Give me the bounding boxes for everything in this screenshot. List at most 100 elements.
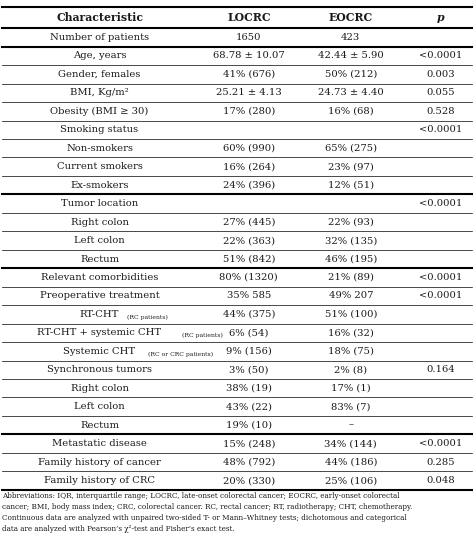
Bar xyxy=(0,213,474,231)
Text: Non-smokers: Non-smokers xyxy=(66,144,133,153)
Text: Age, years: Age, years xyxy=(73,52,126,60)
Text: 0.055: 0.055 xyxy=(427,89,455,97)
Bar xyxy=(0,102,474,121)
Text: 21% (89): 21% (89) xyxy=(328,273,374,282)
Text: Characteristic: Characteristic xyxy=(56,12,143,23)
Text: Left colon: Left colon xyxy=(74,236,125,245)
Bar xyxy=(0,84,474,102)
Text: (RC or CRC patients): (RC or CRC patients) xyxy=(148,351,214,357)
Bar xyxy=(0,342,474,361)
Text: Relevant comorbidities: Relevant comorbidities xyxy=(41,273,158,282)
Text: Metastatic disease: Metastatic disease xyxy=(52,439,147,448)
Text: <0.0001: <0.0001 xyxy=(419,439,463,448)
Text: Rectum: Rectum xyxy=(80,421,119,430)
Text: Ex-smokers: Ex-smokers xyxy=(70,181,129,190)
Text: 35% 585: 35% 585 xyxy=(227,292,271,300)
Text: 9% (156): 9% (156) xyxy=(226,347,272,356)
Text: <0.0001: <0.0001 xyxy=(419,52,463,60)
Bar xyxy=(0,157,474,176)
Text: BMI, Kg/m²: BMI, Kg/m² xyxy=(70,89,129,97)
Text: 0.528: 0.528 xyxy=(427,107,455,116)
Text: 83% (7): 83% (7) xyxy=(331,402,371,411)
Text: 18% (75): 18% (75) xyxy=(328,347,374,356)
Text: 24.73 ± 4.40: 24.73 ± 4.40 xyxy=(318,89,383,97)
Bar xyxy=(0,471,474,490)
Text: Abbreviations: IQR, interquartile range; LOCRC, late-onset colorectal cancer; EO: Abbreviations: IQR, interquartile range;… xyxy=(2,492,413,533)
Text: Tumor location: Tumor location xyxy=(61,199,138,208)
Text: 22% (363): 22% (363) xyxy=(223,236,275,245)
Text: Number of patients: Number of patients xyxy=(50,33,149,42)
Text: 48% (792): 48% (792) xyxy=(223,458,275,466)
Text: 41% (676): 41% (676) xyxy=(223,70,275,79)
Text: Smoking status: Smoking status xyxy=(61,125,138,134)
Bar xyxy=(0,194,474,213)
Bar xyxy=(0,268,474,287)
Bar xyxy=(0,231,474,250)
Text: 80% (1320): 80% (1320) xyxy=(219,273,278,282)
Bar xyxy=(0,361,474,379)
Text: 1650: 1650 xyxy=(236,33,262,42)
Text: Obesity (BMI ≥ 30): Obesity (BMI ≥ 30) xyxy=(50,107,149,116)
Bar xyxy=(0,121,474,139)
Text: RT-CHT: RT-CHT xyxy=(80,310,119,319)
Text: Rectum: Rectum xyxy=(80,255,119,263)
Text: 17% (1): 17% (1) xyxy=(331,384,371,393)
Text: 32% (135): 32% (135) xyxy=(325,236,377,245)
Text: 68.78 ± 10.07: 68.78 ± 10.07 xyxy=(213,52,285,60)
Text: (RC patients): (RC patients) xyxy=(128,314,168,320)
Text: EOCRC: EOCRC xyxy=(328,12,373,23)
Text: 65% (275): 65% (275) xyxy=(325,144,377,153)
Text: 16% (32): 16% (32) xyxy=(328,329,374,337)
Text: 6% (54): 6% (54) xyxy=(229,329,269,337)
Text: 20% (330): 20% (330) xyxy=(223,476,275,485)
Text: <0.0001: <0.0001 xyxy=(419,292,463,300)
Text: (RC patients): (RC patients) xyxy=(182,333,223,338)
Text: p: p xyxy=(437,12,445,23)
Text: 17% (280): 17% (280) xyxy=(223,107,275,116)
Text: Right colon: Right colon xyxy=(71,384,128,393)
Text: <0.0001: <0.0001 xyxy=(419,199,463,208)
Text: 22% (93): 22% (93) xyxy=(328,218,374,226)
Text: Synchronous tumors: Synchronous tumors xyxy=(47,365,152,374)
Bar xyxy=(0,176,474,194)
Text: 51% (100): 51% (100) xyxy=(325,310,377,319)
Text: 49% 207: 49% 207 xyxy=(328,292,373,300)
Text: RT-CHT + systemic CHT: RT-CHT + systemic CHT xyxy=(37,329,162,337)
Bar xyxy=(0,397,474,416)
Text: Preoperative treatment: Preoperative treatment xyxy=(40,292,159,300)
Text: 46% (195): 46% (195) xyxy=(325,255,377,263)
Bar xyxy=(0,7,474,28)
Text: Left colon: Left colon xyxy=(74,402,125,411)
Bar xyxy=(0,305,474,324)
Text: 0.164: 0.164 xyxy=(427,365,455,374)
Bar xyxy=(0,453,474,471)
Text: <0.0001: <0.0001 xyxy=(419,125,463,134)
Text: 0.048: 0.048 xyxy=(427,476,455,485)
Text: 2% (8): 2% (8) xyxy=(334,365,367,374)
Text: 19% (10): 19% (10) xyxy=(226,421,272,430)
Bar xyxy=(0,434,474,453)
Text: 15% (248): 15% (248) xyxy=(223,439,275,448)
Text: 38% (19): 38% (19) xyxy=(226,384,272,393)
Bar xyxy=(0,324,474,342)
Bar xyxy=(0,416,474,434)
Text: 0.285: 0.285 xyxy=(427,458,455,466)
Text: Family history of CRC: Family history of CRC xyxy=(44,476,155,485)
Text: 423: 423 xyxy=(341,33,360,42)
Bar xyxy=(0,379,474,397)
Text: 25.21 ± 4.13: 25.21 ± 4.13 xyxy=(216,89,282,97)
Text: 44% (375): 44% (375) xyxy=(223,310,275,319)
Text: 25% (106): 25% (106) xyxy=(325,476,377,485)
Bar xyxy=(0,139,474,157)
Text: LOCRC: LOCRC xyxy=(227,12,271,23)
Text: 0.003: 0.003 xyxy=(427,70,455,79)
Text: Gender, females: Gender, females xyxy=(58,70,141,79)
Text: 12% (51): 12% (51) xyxy=(328,181,374,190)
Text: Right colon: Right colon xyxy=(71,218,128,226)
Bar xyxy=(0,250,474,268)
Text: 24% (396): 24% (396) xyxy=(223,181,275,190)
Text: 34% (144): 34% (144) xyxy=(324,439,377,448)
Bar xyxy=(0,28,474,47)
Text: 42.44 ± 5.90: 42.44 ± 5.90 xyxy=(318,52,383,60)
Text: Family history of cancer: Family history of cancer xyxy=(38,458,161,466)
